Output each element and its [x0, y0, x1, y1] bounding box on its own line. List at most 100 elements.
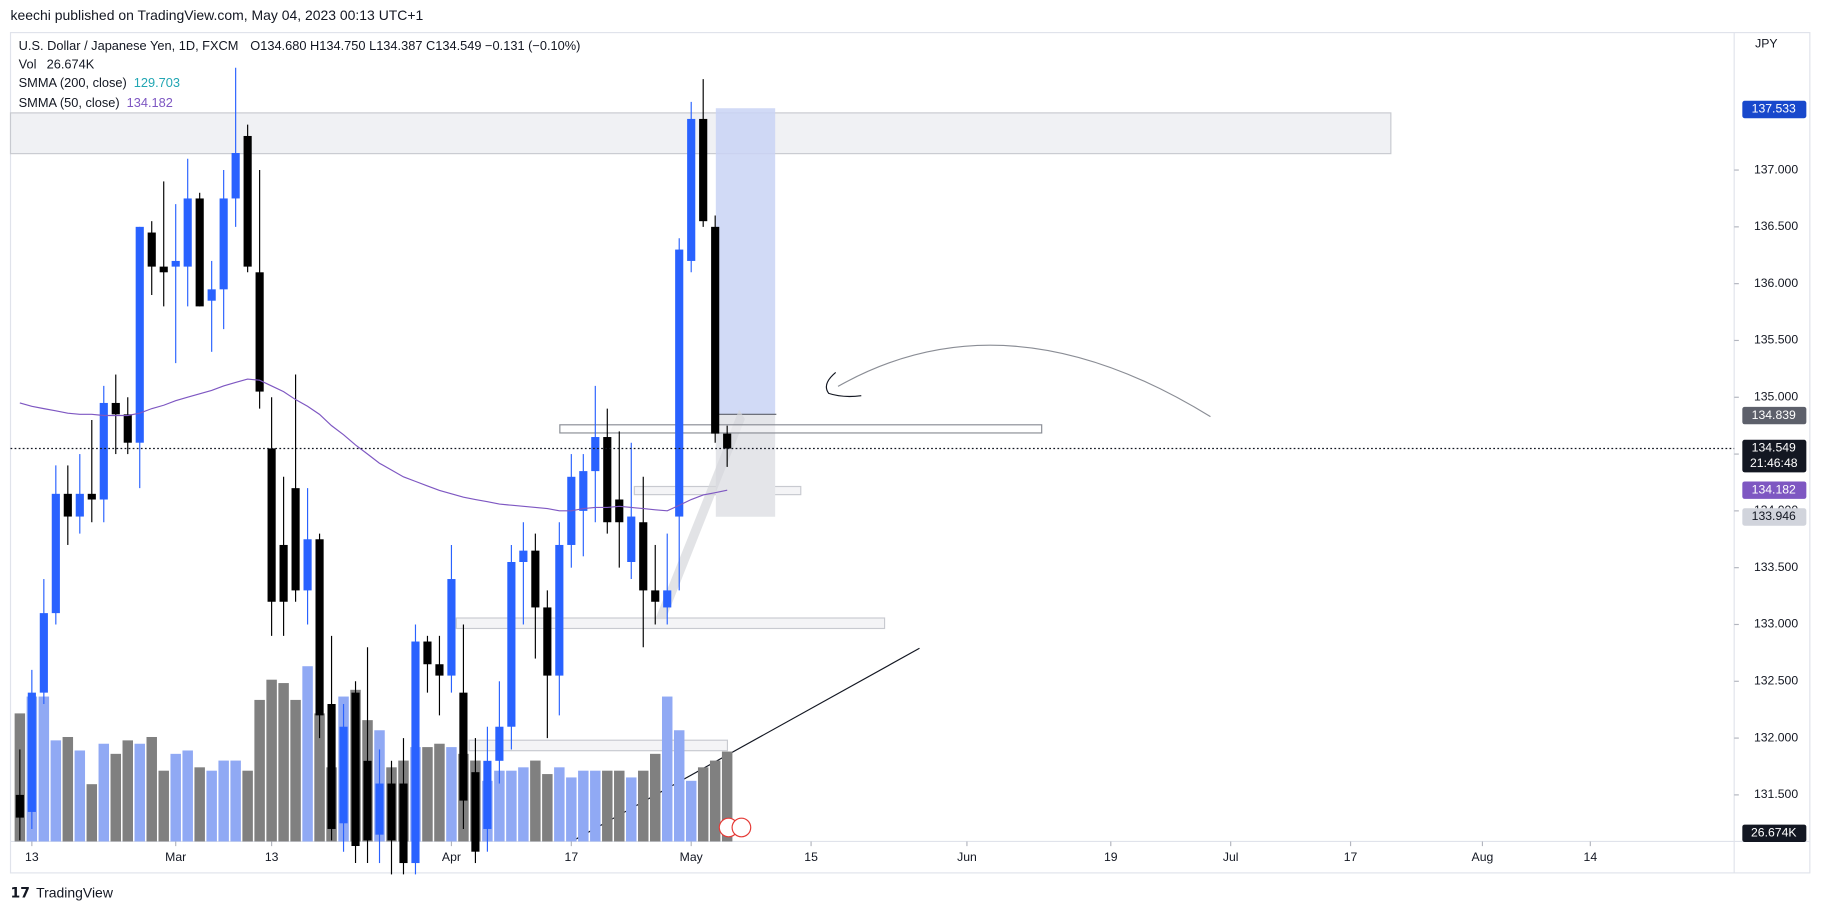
candle-body: [231, 153, 240, 199]
candle-body: [243, 135, 252, 267]
price-badge: [1742, 481, 1807, 499]
price-badge-label: 134.182: [1752, 482, 1796, 496]
volume-bar: [530, 760, 541, 842]
x-tick-label: Mar: [165, 850, 186, 864]
volume-bar: [290, 699, 301, 842]
volume-bar: [590, 770, 601, 842]
x-tick-label: 17: [565, 850, 579, 864]
candle-body: [483, 760, 492, 829]
zone: [468, 739, 729, 752]
candle-body: [123, 414, 132, 443]
candle-body: [279, 544, 288, 602]
price-badge: [1742, 508, 1807, 526]
y-tick-label: 135.500: [1754, 333, 1798, 347]
published-note: keechi published on TradingView.com, May…: [11, 7, 424, 23]
y-tick-label: 136.000: [1754, 276, 1798, 290]
candle-body: [723, 433, 732, 449]
candle-body: [375, 783, 384, 835]
volume-bar: [566, 777, 577, 842]
volume-bar: [650, 753, 661, 842]
volume-bar: [626, 777, 637, 842]
volume-bar: [661, 696, 673, 842]
volume-bar: [673, 730, 685, 842]
volume-bar: [709, 760, 721, 842]
x-tick-label: Aug: [1472, 850, 1494, 864]
volume-badge-label: 26.674K: [1751, 826, 1797, 840]
hand-mark: [825, 371, 862, 398]
y-tick-label: 135.000: [1754, 390, 1798, 404]
candle-body: [663, 590, 672, 608]
x-tick-label: 17: [1344, 850, 1358, 864]
volume-bar: [74, 750, 86, 842]
drawings: [9, 108, 1392, 841]
candle-body: [591, 437, 600, 472]
candle-body: [675, 249, 684, 517]
candle-body: [27, 692, 36, 812]
candle-body: [267, 448, 276, 602]
candle-body: [471, 772, 480, 852]
price-badge: [1742, 100, 1807, 119]
zone: [455, 617, 886, 630]
candle-body: [411, 641, 420, 864]
y-tick-label: 131.500: [1754, 787, 1798, 801]
y-tick-label: 133.000: [1754, 617, 1798, 631]
footer-logo: 𝟭𝟳: [11, 885, 30, 901]
candle-body: [99, 402, 108, 500]
volume-bar: [578, 770, 589, 842]
price-badge-label: 134.839: [1752, 408, 1796, 422]
volume-badge: [1742, 824, 1807, 843]
candle-body: [111, 402, 120, 415]
zone: [559, 424, 1043, 434]
candle-body: [87, 493, 96, 500]
y-tick-label: 132.000: [1754, 730, 1798, 744]
candle-body: [435, 664, 444, 676]
volume-bar: [518, 767, 529, 842]
candle-body: [531, 550, 540, 608]
candle-body: [15, 794, 24, 818]
volume-bar: [38, 696, 50, 842]
volume-bar: [314, 713, 325, 842]
indicator-name: SMMA (50, close): [19, 95, 120, 110]
volume-bar: [86, 784, 98, 842]
x-tick-label: 15: [804, 850, 818, 864]
candle-body: [183, 198, 192, 267]
x-tick-label: Apr: [442, 850, 461, 864]
indicator-name: SMMA (200, close): [19, 75, 127, 90]
candle-body: [159, 266, 168, 273]
volume-bar: [194, 767, 205, 842]
indicator-line: [19, 378, 728, 512]
volume-bar: [134, 743, 145, 842]
position-target: [715, 108, 776, 415]
candle-body: [543, 607, 552, 676]
candle-body: [135, 226, 144, 443]
volume-bar: [422, 747, 433, 842]
price-badge: [1742, 439, 1807, 473]
candle-body: [291, 488, 300, 591]
footer: 𝟭𝟳 TradingView: [11, 885, 114, 901]
price-badge-label: 133.946: [1752, 509, 1796, 523]
y-tick-label: 132.500: [1754, 674, 1798, 688]
path-shape: [655, 409, 745, 620]
volume-bar: [302, 666, 313, 842]
volume-bar: [278, 683, 289, 842]
price-layer: [15, 67, 1043, 875]
currency: JPY: [1755, 36, 1777, 50]
volume-bar: [697, 767, 709, 842]
volume-bar: [182, 750, 193, 842]
volume-bar: [62, 736, 74, 842]
candle-body: [459, 692, 468, 801]
price-badge: [1742, 406, 1807, 425]
x-tick-label: Jun: [957, 850, 977, 864]
volume-bar: [50, 740, 62, 842]
candle-body: [399, 783, 408, 864]
candle-body: [579, 471, 588, 511]
candle-body: [171, 260, 180, 267]
candle-body: [219, 198, 228, 290]
ohlc-values: O134.680 H134.750 L134.387 C134.549 −0.1…: [250, 38, 580, 53]
candle-body: [51, 493, 60, 614]
price-badge-label: 134.549: [1752, 441, 1796, 455]
candle-body: [519, 550, 528, 562]
candle-body: [315, 539, 324, 716]
candle-body: [495, 726, 504, 761]
